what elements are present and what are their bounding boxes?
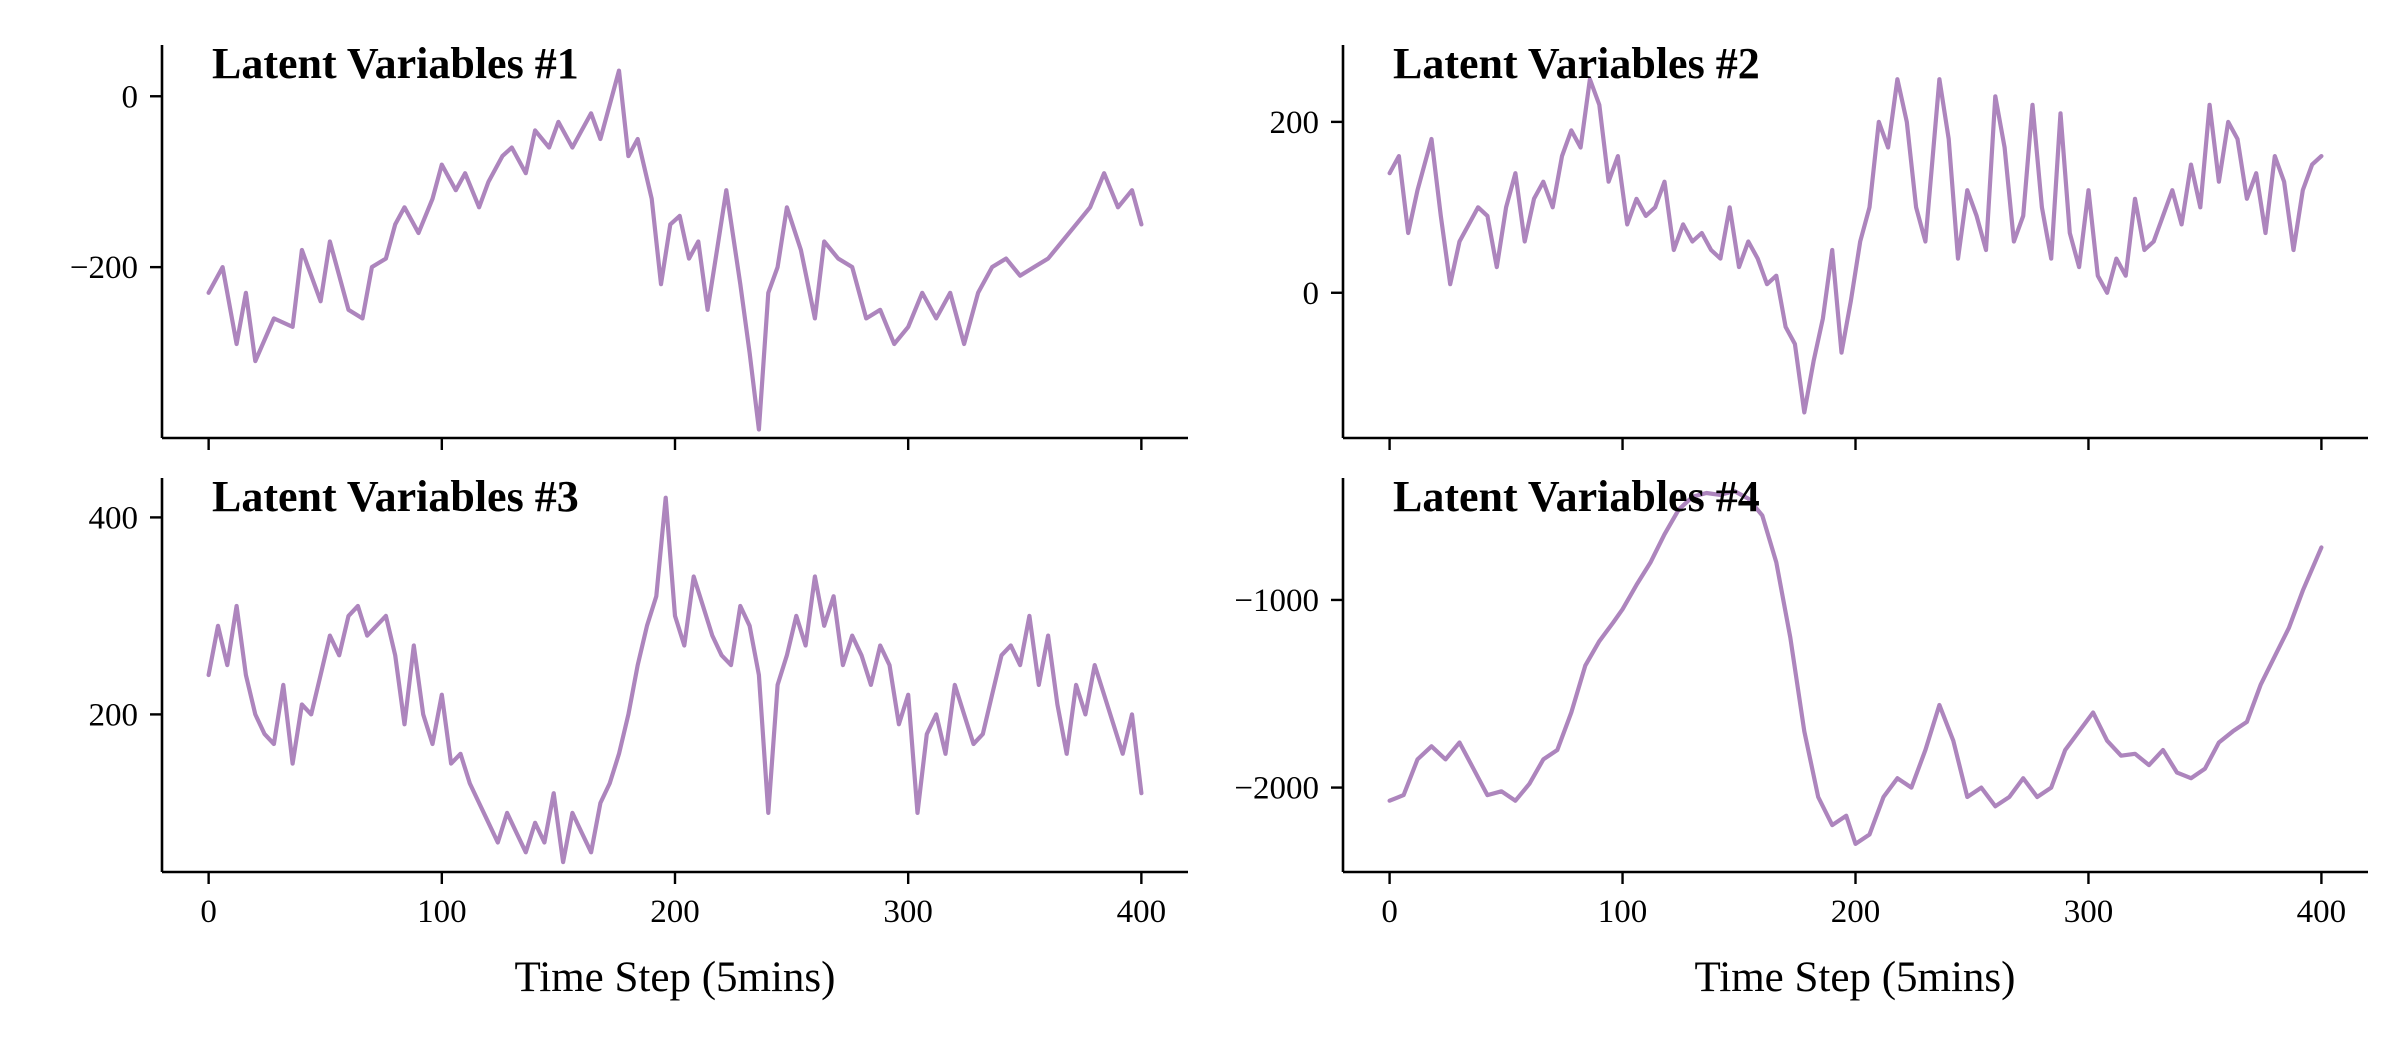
y-tick-label: 0 [122,79,139,115]
y-tick-label: 200 [1270,105,1320,141]
x-tick-label: 0 [1381,894,1398,930]
series-line [1387,489,2324,846]
y-tick-label: 0 [1303,276,1320,312]
x-axis-label: Time Step (5mins) [1695,954,2016,1001]
y-tick-label: −200 [70,250,138,286]
series-line [206,495,1144,865]
y-tick-label: 400 [89,500,139,536]
series-line [206,68,1144,432]
x-tick-label: 300 [883,894,933,930]
panel-title: Latent Variables #3 [212,472,579,521]
x-axis-label: Time Step (5mins) [515,954,836,1001]
x-tick-label: 400 [1117,894,1167,930]
panel-latent-variables-2: 200 0 Latent Variables #2 [1270,39,2368,450]
y-tick-label: −1000 [1234,583,1319,619]
panel-title: Latent Variables #2 [1393,39,1760,88]
x-tick-label: 200 [1831,894,1881,930]
y-tick-label: 200 [89,697,139,733]
x-tick-label: 0 [200,894,217,930]
panel-latent-variables-1: 0 −200 Latent Variables #1 [70,39,1188,450]
panel-title: Latent Variables #1 [212,39,579,88]
x-tick-label: 300 [2064,894,2114,930]
x-tick-label: 400 [2297,894,2347,930]
x-tick-label: 100 [1598,894,1648,930]
panel-title: Latent Variables #4 [1393,472,1760,521]
panel-latent-variables-4: Time Step (5mins) 0 100 200 300 400 −1000 −200… [1234,472,2368,1001]
panel-latent-variables-3: Time Step (5mins) 0 100 200 300 400 400 200 Lat… [89,472,1188,1001]
y-tick-label: −2000 [1234,771,1319,807]
x-tick-label: 100 [417,894,467,930]
x-tick-label: 200 [650,894,700,930]
series-line [1387,77,2324,415]
